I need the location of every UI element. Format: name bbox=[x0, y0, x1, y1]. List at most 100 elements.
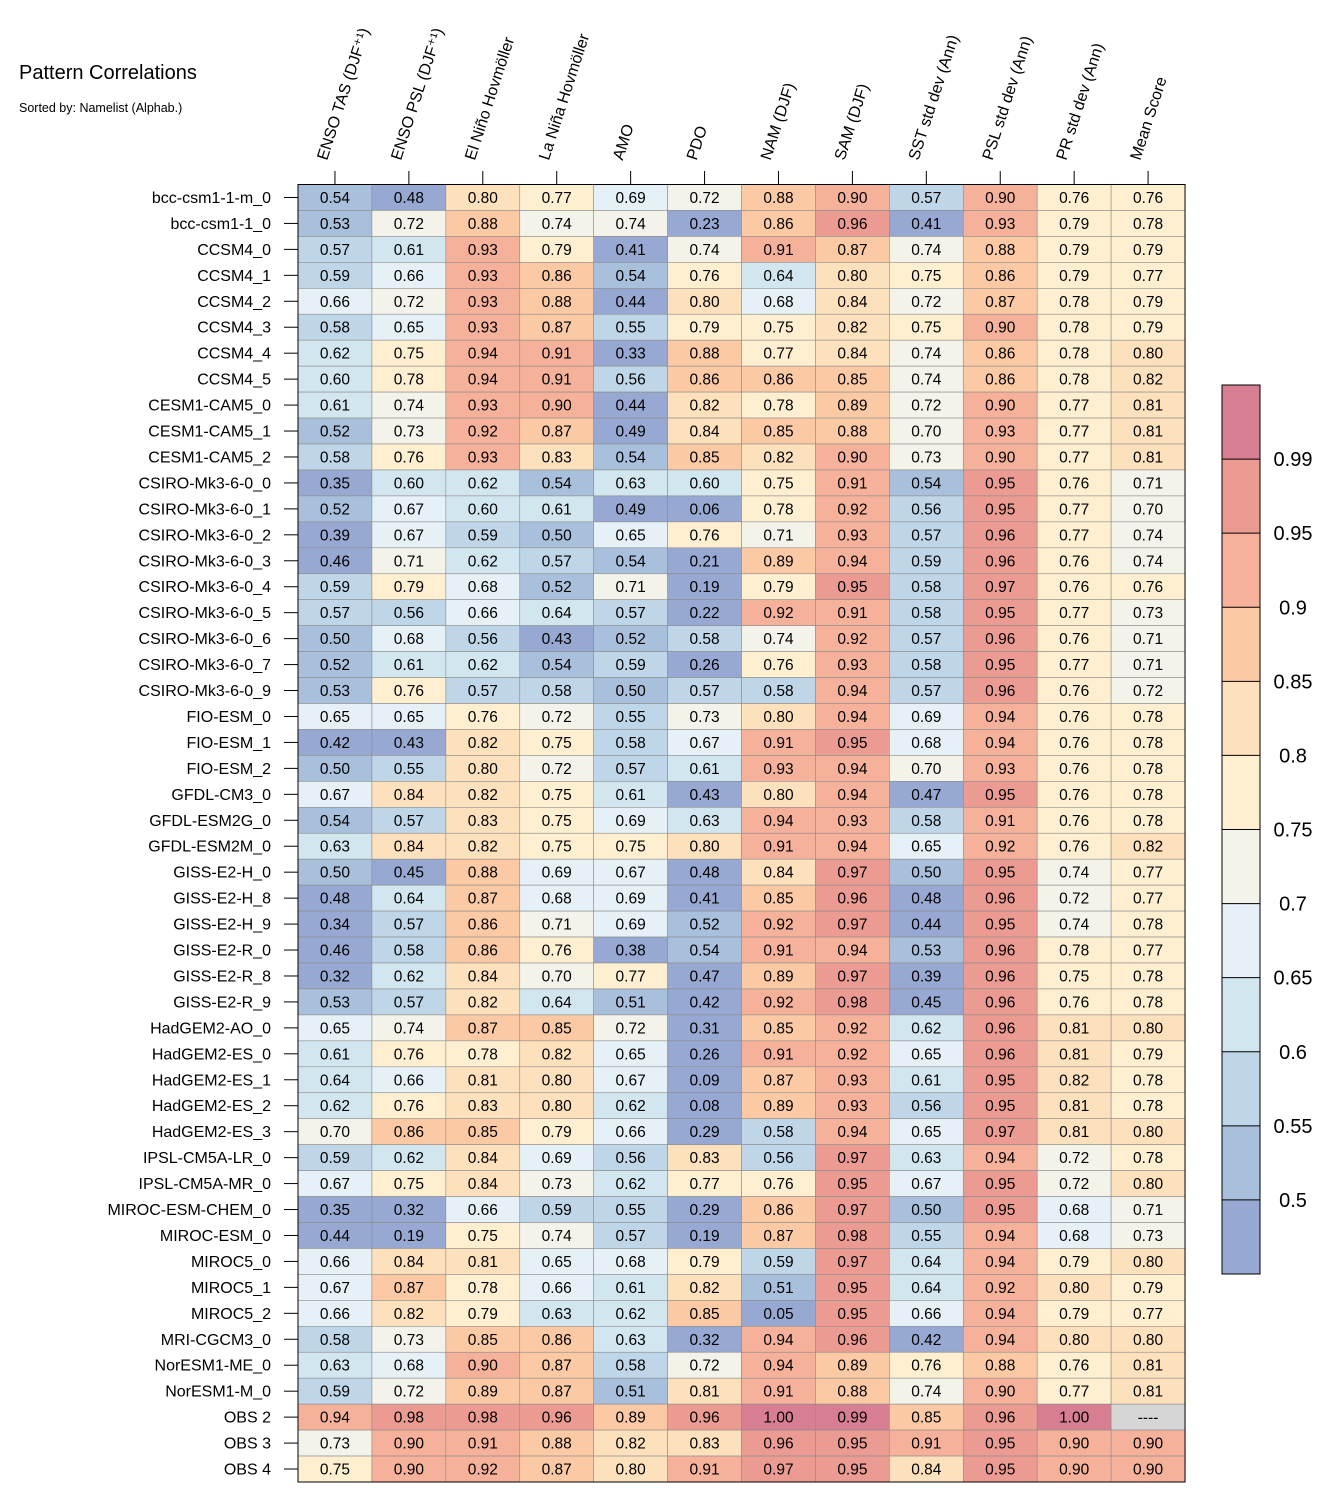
cell-value-label: 0.50 bbox=[320, 761, 351, 778]
heatmap-cell bbox=[1110, 443, 1186, 471]
cell-value-label: 0.67 bbox=[394, 501, 424, 518]
cell-value-label: 0.95 bbox=[837, 579, 867, 596]
cell-value-label: 0.79 bbox=[542, 1124, 572, 1141]
cell-value-label: 0.64 bbox=[542, 994, 573, 1011]
cell-value-label: 0.08 bbox=[689, 1098, 719, 1115]
cell-value-label: 0.82 bbox=[1133, 839, 1163, 856]
cell-value-label: 0.35 bbox=[320, 475, 350, 492]
cell-value-label: 0.77 bbox=[689, 1176, 719, 1193]
heatmap-cell bbox=[741, 521, 816, 549]
heatmap-cell bbox=[1036, 365, 1112, 393]
cell-value-label: 0.94 bbox=[763, 813, 794, 830]
row-label: MIROC5_2 bbox=[191, 1306, 271, 1323]
cell-value-label: 0.84 bbox=[468, 1150, 499, 1167]
heatmap-cell bbox=[962, 1455, 1038, 1483]
heatmap-cell bbox=[815, 677, 890, 704]
heatmap-cell bbox=[667, 287, 742, 315]
heatmap-cell bbox=[889, 313, 964, 341]
cell-value-label: 0.62 bbox=[911, 1020, 941, 1037]
heatmap-cell bbox=[297, 1377, 373, 1405]
cell-value-label: 0.84 bbox=[837, 294, 868, 311]
cell-value-label: 0.77 bbox=[1059, 398, 1089, 415]
cell-value-label: 0.35 bbox=[320, 1202, 350, 1219]
row-label: CSIRO-Mk3-6-0_0 bbox=[139, 475, 272, 492]
cell-value-label: 0.55 bbox=[394, 761, 424, 778]
cell-value-label: 0.64 bbox=[320, 1072, 351, 1089]
heatmap-cell bbox=[371, 806, 447, 834]
cell-value-label: 0.72 bbox=[542, 709, 572, 726]
cell-value-label: 0.87 bbox=[542, 424, 572, 441]
cell-value-label: 0.75 bbox=[763, 320, 793, 337]
cell-value-label: 0.74 bbox=[1059, 865, 1090, 882]
cell-value-label: 0.94 bbox=[985, 1254, 1016, 1271]
cell-value-label: 0.79 bbox=[1133, 294, 1163, 311]
cell-value-label: 0.83 bbox=[468, 813, 498, 830]
heatmap-cell bbox=[962, 469, 1038, 497]
cell-value-label: 0.78 bbox=[468, 1280, 498, 1297]
cell-value-label: 0.65 bbox=[394, 709, 424, 726]
cell-value-label: 0.79 bbox=[1133, 1046, 1163, 1063]
heatmap-cell bbox=[1110, 1326, 1186, 1353]
cell-value-label: 0.95 bbox=[837, 1462, 867, 1479]
heatmap-cell bbox=[889, 729, 964, 756]
cell-value-label: 1.00 bbox=[1059, 1410, 1090, 1427]
cell-value-label: 0.85 bbox=[837, 372, 867, 389]
cell-value-label: 0.92 bbox=[837, 501, 867, 518]
cell-value-label: 0.76 bbox=[542, 943, 572, 960]
cell-value-label: 0.63 bbox=[689, 813, 719, 830]
cell-value-label: 0.76 bbox=[394, 449, 424, 466]
heatmap-cell bbox=[962, 391, 1038, 419]
cell-value-label: 0.64 bbox=[911, 1280, 942, 1297]
cell-value-label: ---- bbox=[1138, 1410, 1159, 1427]
heatmap-cell bbox=[519, 1351, 594, 1379]
heatmap-cell bbox=[667, 1274, 742, 1301]
heatmap-cell bbox=[889, 1403, 964, 1431]
row-label: CCSM4_5 bbox=[197, 372, 271, 389]
cell-value-label: 0.86 bbox=[542, 1332, 572, 1349]
heatmap-cell bbox=[962, 729, 1038, 756]
column-label: SST std dev (Ann) bbox=[906, 33, 962, 162]
heatmap-cell bbox=[519, 1326, 594, 1353]
cell-value-label: 0.76 bbox=[911, 1358, 941, 1375]
cell-value-label: 0.79 bbox=[1059, 268, 1089, 285]
heatmap-cell bbox=[297, 1429, 373, 1457]
cell-value-label: 0.50 bbox=[542, 527, 573, 544]
cell-value-label: 0.87 bbox=[763, 1228, 793, 1245]
heatmap-cell bbox=[667, 1066, 742, 1094]
cell-value-label: 0.77 bbox=[1059, 527, 1089, 544]
cell-value-label: 0.80 bbox=[689, 839, 720, 856]
heatmap-cell bbox=[297, 625, 373, 652]
cell-value-label: 0.65 bbox=[320, 1020, 350, 1037]
cell-value-label: 0.54 bbox=[616, 553, 647, 570]
cell-value-label: 0.78 bbox=[1059, 372, 1089, 389]
cell-value-label: 0.97 bbox=[763, 1462, 793, 1479]
heatmap-cell bbox=[371, 1196, 447, 1223]
cell-value-label: 0.98 bbox=[394, 1410, 424, 1427]
cell-value-label: 0.87 bbox=[985, 294, 1015, 311]
cell-value-label: 0.88 bbox=[763, 190, 793, 207]
heatmap-cell bbox=[445, 1455, 521, 1483]
cell-value-label: 0.76 bbox=[689, 268, 719, 285]
cell-value-label: 0.19 bbox=[689, 579, 719, 596]
cell-value-label: 0.69 bbox=[542, 865, 572, 882]
cell-value-label: 0.85 bbox=[542, 1020, 572, 1037]
heatmap-cell bbox=[1036, 287, 1112, 315]
cell-value-label: 0.75 bbox=[320, 1462, 350, 1479]
cell-value-label: 0.56 bbox=[911, 501, 941, 518]
cell-value-label: 0.50 bbox=[911, 865, 942, 882]
heatmap-cell bbox=[519, 365, 594, 393]
heatmap-cell bbox=[889, 1300, 964, 1327]
cell-value-label: 0.66 bbox=[320, 1306, 350, 1323]
cell-value-label: 0.58 bbox=[911, 605, 941, 622]
cell-value-label: 0.96 bbox=[689, 1410, 719, 1427]
cell-value-label: 0.48 bbox=[689, 865, 719, 882]
heatmap-cell bbox=[1036, 1040, 1112, 1068]
cell-value-label: 0.96 bbox=[837, 891, 867, 908]
cell-value-label: 0.81 bbox=[1059, 1098, 1089, 1115]
cell-value-label: 0.86 bbox=[394, 1124, 424, 1141]
heatmap-cell bbox=[445, 858, 521, 886]
heatmap-cell bbox=[667, 1196, 742, 1223]
cell-value-label: 0.76 bbox=[763, 657, 793, 674]
column-label: PSL std dev (Ann) bbox=[980, 34, 1036, 162]
heatmap-cell bbox=[297, 262, 373, 289]
